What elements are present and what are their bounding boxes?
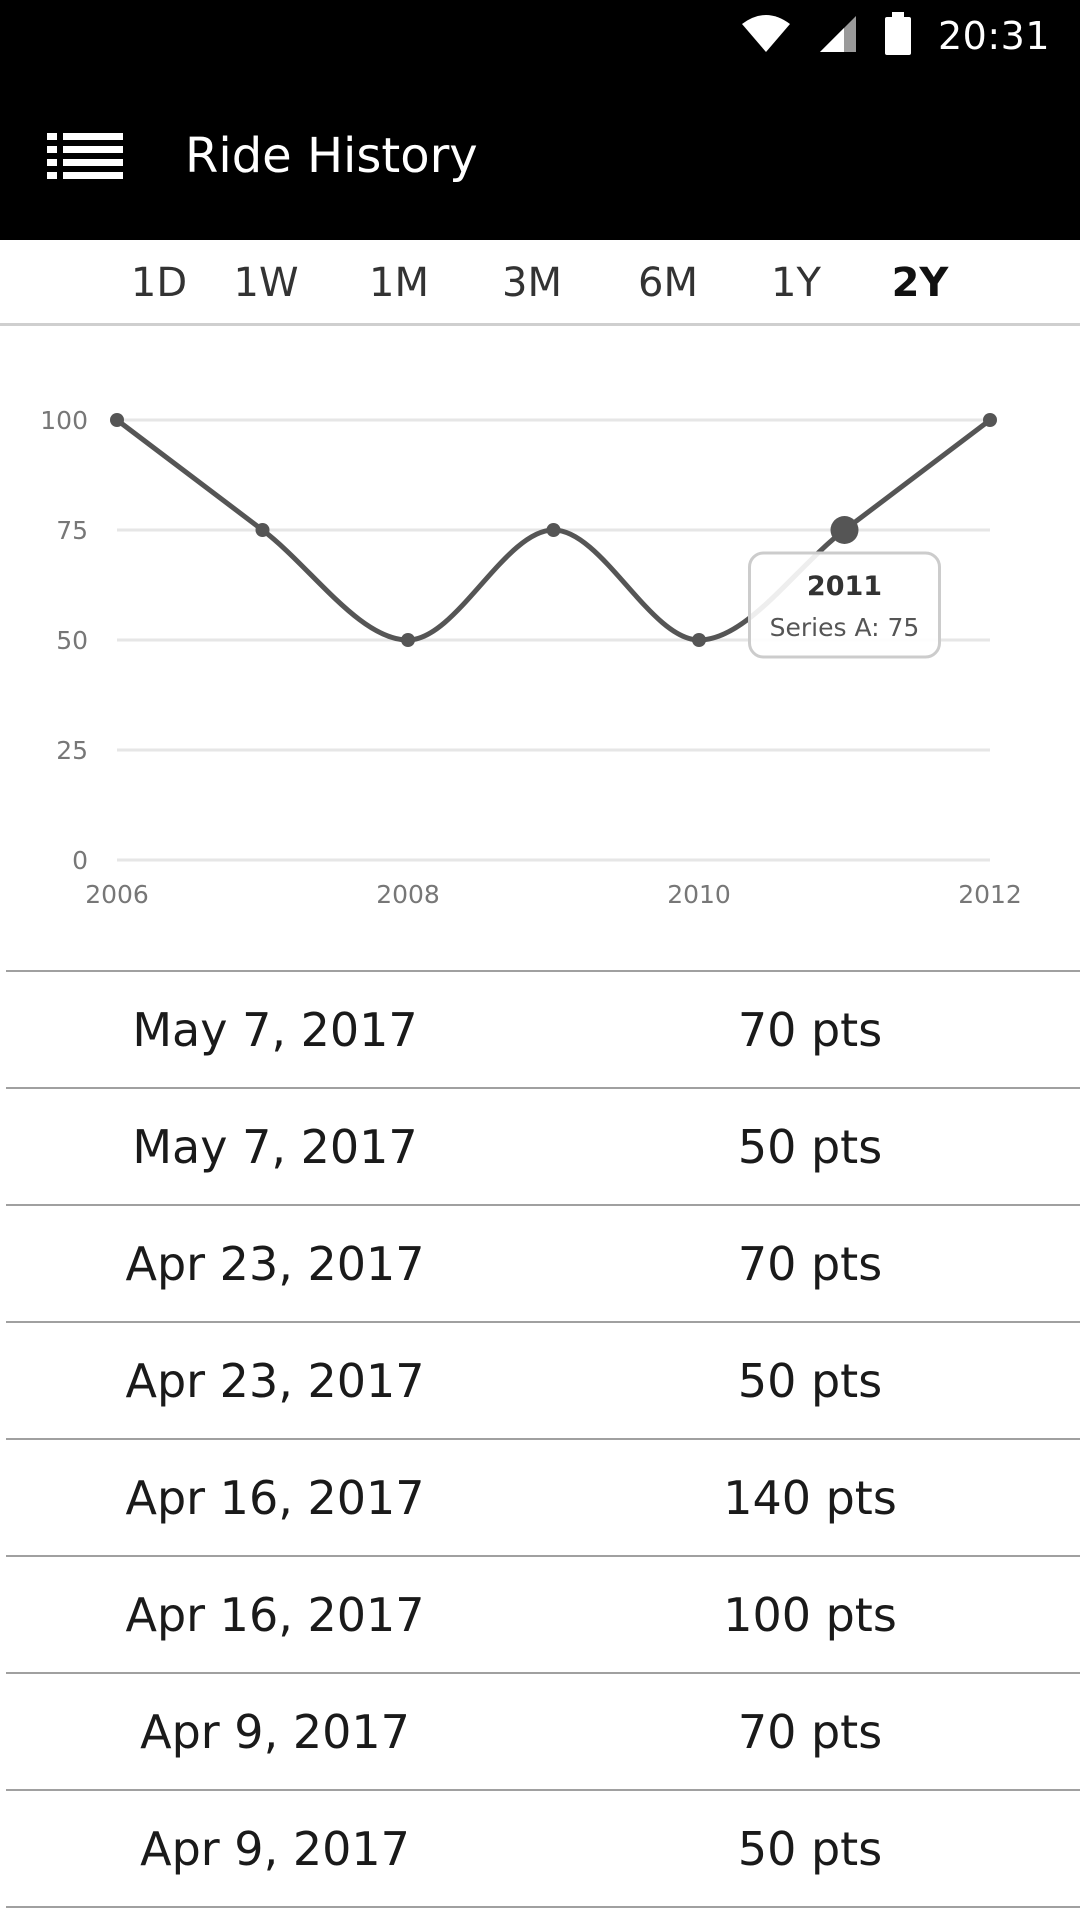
tab-1y[interactable]: 1Y <box>771 260 821 306</box>
history-points: 100 pts <box>723 1588 897 1642</box>
status-bar: 20:31 <box>0 0 1080 72</box>
data-point <box>255 523 270 537</box>
history-points: 50 pts <box>737 1822 883 1876</box>
history-points: 70 pts <box>737 1237 883 1291</box>
status-icons: 20:31 <box>740 0 1050 72</box>
history-points: 140 pts <box>723 1471 897 1525</box>
history-points: 70 pts <box>737 1003 883 1057</box>
data-point <box>983 413 997 427</box>
tab-3m[interactable]: 3M <box>502 260 562 306</box>
history-date: Apr 9, 2017 <box>140 1822 410 1876</box>
data-point <box>110 413 124 427</box>
list-menu-icon <box>47 133 123 179</box>
status-time: 20:31 <box>937 14 1050 58</box>
data-point <box>830 516 859 544</box>
history-points: 50 pts <box>737 1120 883 1174</box>
tooltip-box <box>748 551 941 659</box>
ride-history-chart: 0 25 50 75 100 2006 2008 2010 2012 2011 Series A: … <box>0 340 1080 940</box>
y-tick-label: 50 <box>56 626 88 655</box>
range-tabs: 1D 1W 1M 3M 6M 1Y 2Y <box>0 240 1080 326</box>
battery-icon <box>884 11 912 61</box>
y-tick-label: 0 <box>72 846 88 875</box>
x-tick-label: 2006 <box>85 880 149 909</box>
history-row[interactable]: Apr 16, 2017 100 pts <box>6 1557 1080 1674</box>
history-date: May 7, 2017 <box>132 1120 418 1174</box>
tooltip-text: Series A: 75 <box>770 613 920 642</box>
cell-signal-icon <box>818 14 858 59</box>
history-points: 70 pts <box>737 1705 883 1759</box>
history-row[interactable]: May 7, 2017 70 pts <box>6 972 1080 1089</box>
ride-history-list: May 7, 2017 70 pts May 7, 2017 50 pts Ap… <box>6 970 1080 1908</box>
menu-button[interactable] <box>40 124 130 188</box>
tab-2y[interactable]: 2Y <box>891 260 949 306</box>
data-point <box>692 633 706 647</box>
tab-1w[interactable]: 1W <box>233 260 299 306</box>
history-row[interactable]: Apr 9, 2017 50 pts <box>6 1791 1080 1908</box>
history-date: Apr 23, 2017 <box>125 1237 425 1291</box>
history-date: May 7, 2017 <box>132 1003 418 1057</box>
tab-1m[interactable]: 1M <box>369 260 429 306</box>
history-row[interactable]: Apr 16, 2017 140 pts <box>6 1440 1080 1557</box>
history-date: Apr 23, 2017 <box>125 1354 425 1408</box>
history-date: Apr 9, 2017 <box>140 1705 410 1759</box>
data-point <box>546 523 561 537</box>
history-date: Apr 16, 2017 <box>125 1588 425 1642</box>
data-point <box>401 633 415 647</box>
history-row[interactable]: Apr 9, 2017 70 pts <box>6 1674 1080 1791</box>
page-title: Ride History <box>185 128 478 184</box>
x-tick-label: 2008 <box>376 880 440 909</box>
history-date: Apr 16, 2017 <box>125 1471 425 1525</box>
y-tick-label: 75 <box>56 516 88 545</box>
history-points: 50 pts <box>737 1354 883 1408</box>
x-tick-label: 2010 <box>667 880 731 909</box>
y-tick-label: 100 <box>40 406 88 435</box>
wifi-icon <box>740 14 792 59</box>
tab-6m[interactable]: 6M <box>638 260 698 306</box>
tab-1d[interactable]: 1D <box>130 260 188 306</box>
line-chart: 0 25 50 75 100 2006 2008 2010 2012 2011 Series A: … <box>40 406 1022 909</box>
y-tick-label: 25 <box>56 736 88 765</box>
history-row[interactable]: Apr 23, 2017 70 pts <box>6 1206 1080 1323</box>
history-row[interactable]: May 7, 2017 50 pts <box>6 1089 1080 1206</box>
app-bar: Ride History <box>0 72 1080 240</box>
x-tick-label: 2012 <box>958 880 1022 909</box>
history-row[interactable]: Apr 23, 2017 50 pts <box>6 1323 1080 1440</box>
tooltip-title: 2011 <box>807 571 882 602</box>
